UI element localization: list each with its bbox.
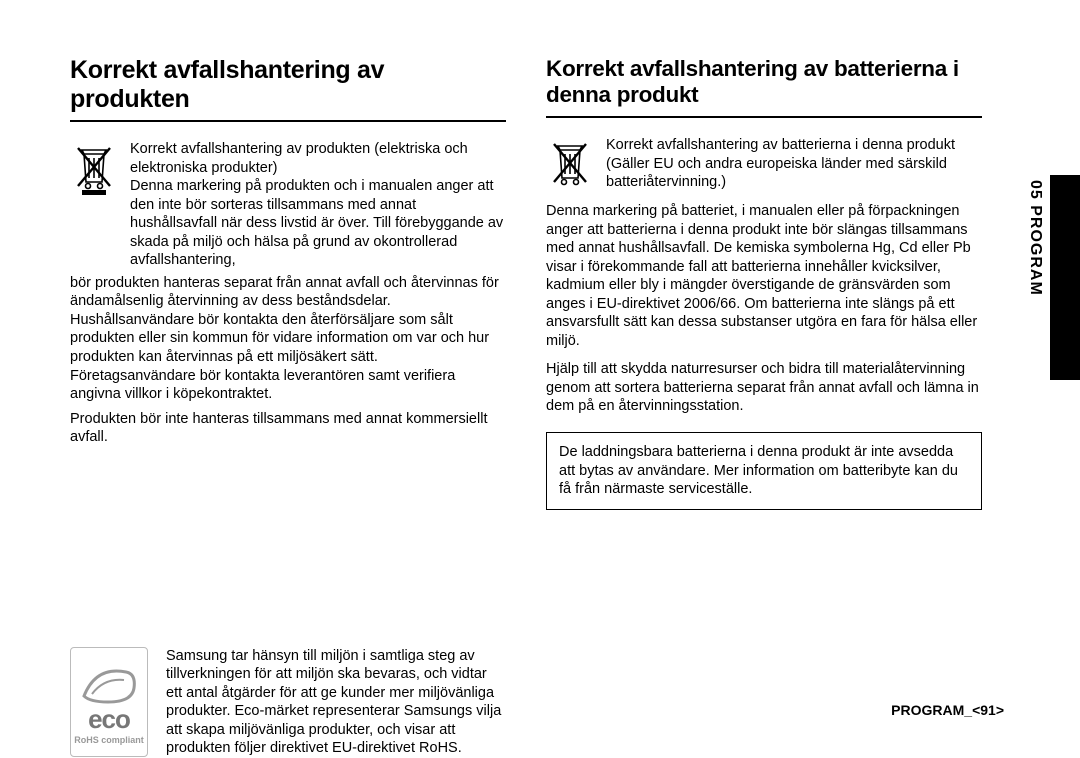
- manual-page: Korrekt avfallshantering av produkten: [0, 0, 1080, 746]
- right-para2: Hjälp till att skydda naturresurser och …: [546, 360, 982, 416]
- two-column-layout: Korrekt avfallshantering av produkten: [70, 56, 1010, 758]
- battery-note-box: De laddningsbara batterierna i denna pro…: [546, 432, 982, 510]
- eco-logo-sub: RoHS compliant: [74, 735, 144, 745]
- side-tab-label: 05 PROGRAM: [1026, 180, 1044, 296]
- right-body: Denna markering på batteriet, i manualen…: [546, 202, 982, 416]
- left-body: bör produkten hanteras separat från anna…: [70, 274, 506, 447]
- eco-logo-word: eco: [88, 704, 130, 735]
- right-intro-text: Korrekt avfallshantering av batterierna …: [606, 136, 982, 192]
- side-tab-black: [1050, 175, 1080, 380]
- left-para2: Produkten bör inte hanteras tillsammans …: [70, 410, 506, 447]
- left-intro-row: Korrekt avfallshantering av produkten (e…: [70, 140, 506, 270]
- right-intro-row: Korrekt avfallshantering av batterierna …: [546, 136, 982, 192]
- right-column: Korrekt avfallshantering av batterierna …: [546, 56, 1010, 758]
- eco-text: Samsung tar hänsyn till miljön i samtlig…: [166, 647, 506, 758]
- left-heading: Korrekt avfallshantering av produkten: [70, 56, 506, 122]
- weee-bin-icon: [70, 140, 118, 196]
- right-para1: Denna markering på batteriet, i manualen…: [546, 202, 982, 350]
- right-heading: Korrekt avfallshantering av batterierna …: [546, 56, 982, 118]
- eco-block: eco RoHS compliant Samsung tar hänsyn ti…: [70, 647, 506, 758]
- left-column: Korrekt avfallshantering av produkten: [70, 56, 506, 758]
- battery-bin-icon: [546, 136, 594, 192]
- eco-logo: eco RoHS compliant: [70, 647, 148, 757]
- left-intro-text: Korrekt avfallshantering av produkten (e…: [130, 140, 506, 270]
- left-para1: bör produkten hanteras separat från anna…: [70, 274, 506, 404]
- page-footer: PROGRAM_<91>: [891, 702, 1004, 718]
